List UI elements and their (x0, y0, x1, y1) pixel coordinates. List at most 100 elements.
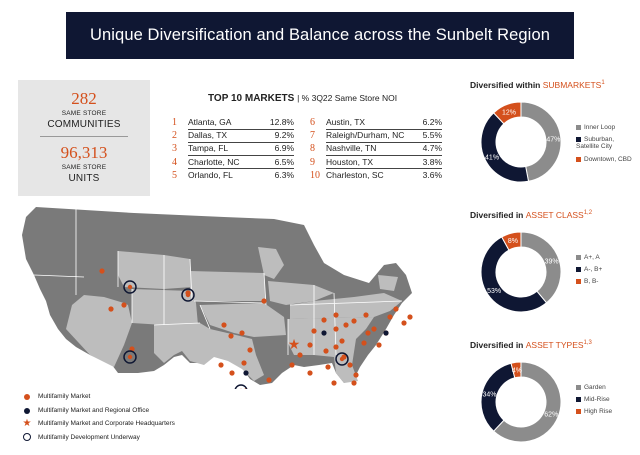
orange-dot-icon (24, 393, 30, 400)
multifamily-market-marker (343, 322, 349, 328)
legend-swatch (576, 408, 581, 414)
donut-legend-item: A-, B+ (576, 266, 636, 273)
multifamily-market-marker (311, 328, 317, 334)
market-rank: 3 (172, 143, 177, 155)
market-rank: 7 (310, 130, 315, 142)
donut-title-footnote: 1 (601, 80, 605, 87)
multifamily-market-marker (331, 380, 337, 386)
market-pct: 6.5% (274, 156, 294, 167)
donut-legend-label: Downtown, CBD (584, 156, 632, 163)
development-marker (335, 352, 349, 366)
market-rank: 4 (172, 156, 177, 168)
navy-dot-icon (24, 407, 30, 414)
development-marker (181, 288, 195, 302)
donut-segment-label: 8% (508, 238, 518, 245)
market-row: 9 Houston, TX 3.8% (310, 156, 442, 169)
market-city: Raleigh/Durham, NC (326, 130, 405, 141)
donut-legend-label: Garden (584, 384, 606, 391)
donut-segment (501, 231, 522, 251)
donut-legend-label: Suburban, Satellite City (576, 136, 614, 150)
market-divider (326, 154, 442, 156)
donut-title-highlight: SUBMARKETS (542, 80, 602, 90)
multifamily-market-marker (297, 352, 303, 358)
multifamily-market-marker (333, 326, 339, 332)
multifamily-market-marker (221, 322, 227, 328)
donut-segment-label: 41% (485, 154, 499, 161)
donut-segment (520, 101, 562, 182)
donut-legend-item: Mid-Rise (576, 396, 636, 403)
donut-segment-label: 62% (544, 411, 558, 418)
donut-segment (492, 361, 562, 443)
multifamily-market-marker (307, 342, 313, 348)
multifamily-market-marker (353, 372, 359, 378)
market-pct: 9.2% (274, 130, 294, 141)
multifamily-market-marker (121, 302, 127, 308)
regional-office-marker (383, 330, 389, 336)
market-city: Charleston, SC (326, 169, 384, 180)
multifamily-market-marker (218, 362, 224, 368)
legend-swatch (576, 156, 581, 162)
multifamily-market-marker (239, 330, 245, 336)
market-markers: ★ (99, 268, 413, 389)
market-pct: 6.9% (274, 143, 294, 154)
multifamily-market-marker (266, 377, 272, 383)
donut-segment (480, 112, 530, 183)
donut-segment (492, 101, 522, 125)
market-pct: 5.5% (422, 130, 442, 141)
regional-office-marker (243, 370, 249, 376)
legend-swatch (576, 384, 581, 390)
market-divider (326, 168, 442, 170)
market-row: 5 Orlando, FL 6.3% (172, 169, 294, 182)
donut-legend-item: Inner Loop (576, 124, 636, 131)
market-divider (188, 154, 294, 156)
legend-swatch (576, 254, 581, 260)
donut-legend-label: A-, B+ (584, 266, 603, 273)
units-label: UNITS (68, 173, 100, 184)
communities-sublabel: SAME STORE (61, 110, 107, 117)
legend-swatch (576, 266, 581, 272)
star-icon: ★ (22, 417, 32, 429)
donut-segment-label: 39% (545, 258, 559, 265)
development-marker-center (339, 356, 345, 362)
market-pct: 12.8% (269, 117, 294, 127)
market-city: Charlotte, NC (188, 156, 240, 167)
donut-legend-label: A+, A (584, 254, 600, 261)
top-markets-subtitle: | % 3Q22 Same Store NOI (297, 93, 398, 103)
multifamily-market-marker (323, 348, 329, 354)
sunbelt-map: ★ (22, 205, 413, 389)
multifamily-market-marker (289, 362, 295, 368)
donut-legend-item: Downtown, CBD (576, 156, 636, 163)
donut-legend-item: A+, A (576, 254, 636, 261)
donut-segment (480, 236, 548, 313)
market-divider (326, 141, 442, 143)
market-pct: 6.2% (422, 117, 442, 127)
top-markets-heading: TOP 10 MARKETS | % 3Q22 Same Store NOI (208, 93, 397, 104)
legend-regional-label: Multifamily Market and Regional Office (38, 407, 150, 414)
donut-legend-label: Mid-Rise (584, 396, 610, 403)
market-rank: 1 (172, 117, 177, 128)
ring-icon (23, 433, 31, 441)
multifamily-market-marker (365, 330, 371, 336)
market-pct: 4.7% (422, 143, 442, 154)
market-divider (188, 128, 294, 130)
multifamily-market-marker (321, 317, 327, 323)
page-banner: Unique Diversification and Balance acros… (66, 12, 574, 59)
page-title: Unique Diversification and Balance acros… (89, 26, 550, 44)
market-row: 10 Charleston, SC 3.6% (310, 169, 442, 182)
multifamily-market-marker (325, 364, 331, 370)
development-marker (123, 350, 137, 364)
market-city: Houston, TX (326, 156, 374, 167)
multifamily-market-marker (333, 312, 339, 318)
multifamily-market-marker (247, 347, 253, 353)
donut-legend-label: High Rise (584, 408, 613, 415)
market-pct: 6.3% (274, 169, 294, 180)
donut-title-footnote: 1,2 (583, 210, 593, 217)
donut-title-footnote: 1,3 (583, 340, 592, 347)
donut-segment (480, 362, 516, 432)
multifamily-market-marker (241, 360, 247, 366)
market-row: 3 Tampa, FL 6.9% (172, 142, 294, 155)
multifamily-market-marker (307, 370, 313, 376)
market-rank: 5 (172, 169, 177, 181)
market-city: Nashville, TN (326, 143, 377, 154)
multifamily-market-marker (261, 298, 267, 304)
